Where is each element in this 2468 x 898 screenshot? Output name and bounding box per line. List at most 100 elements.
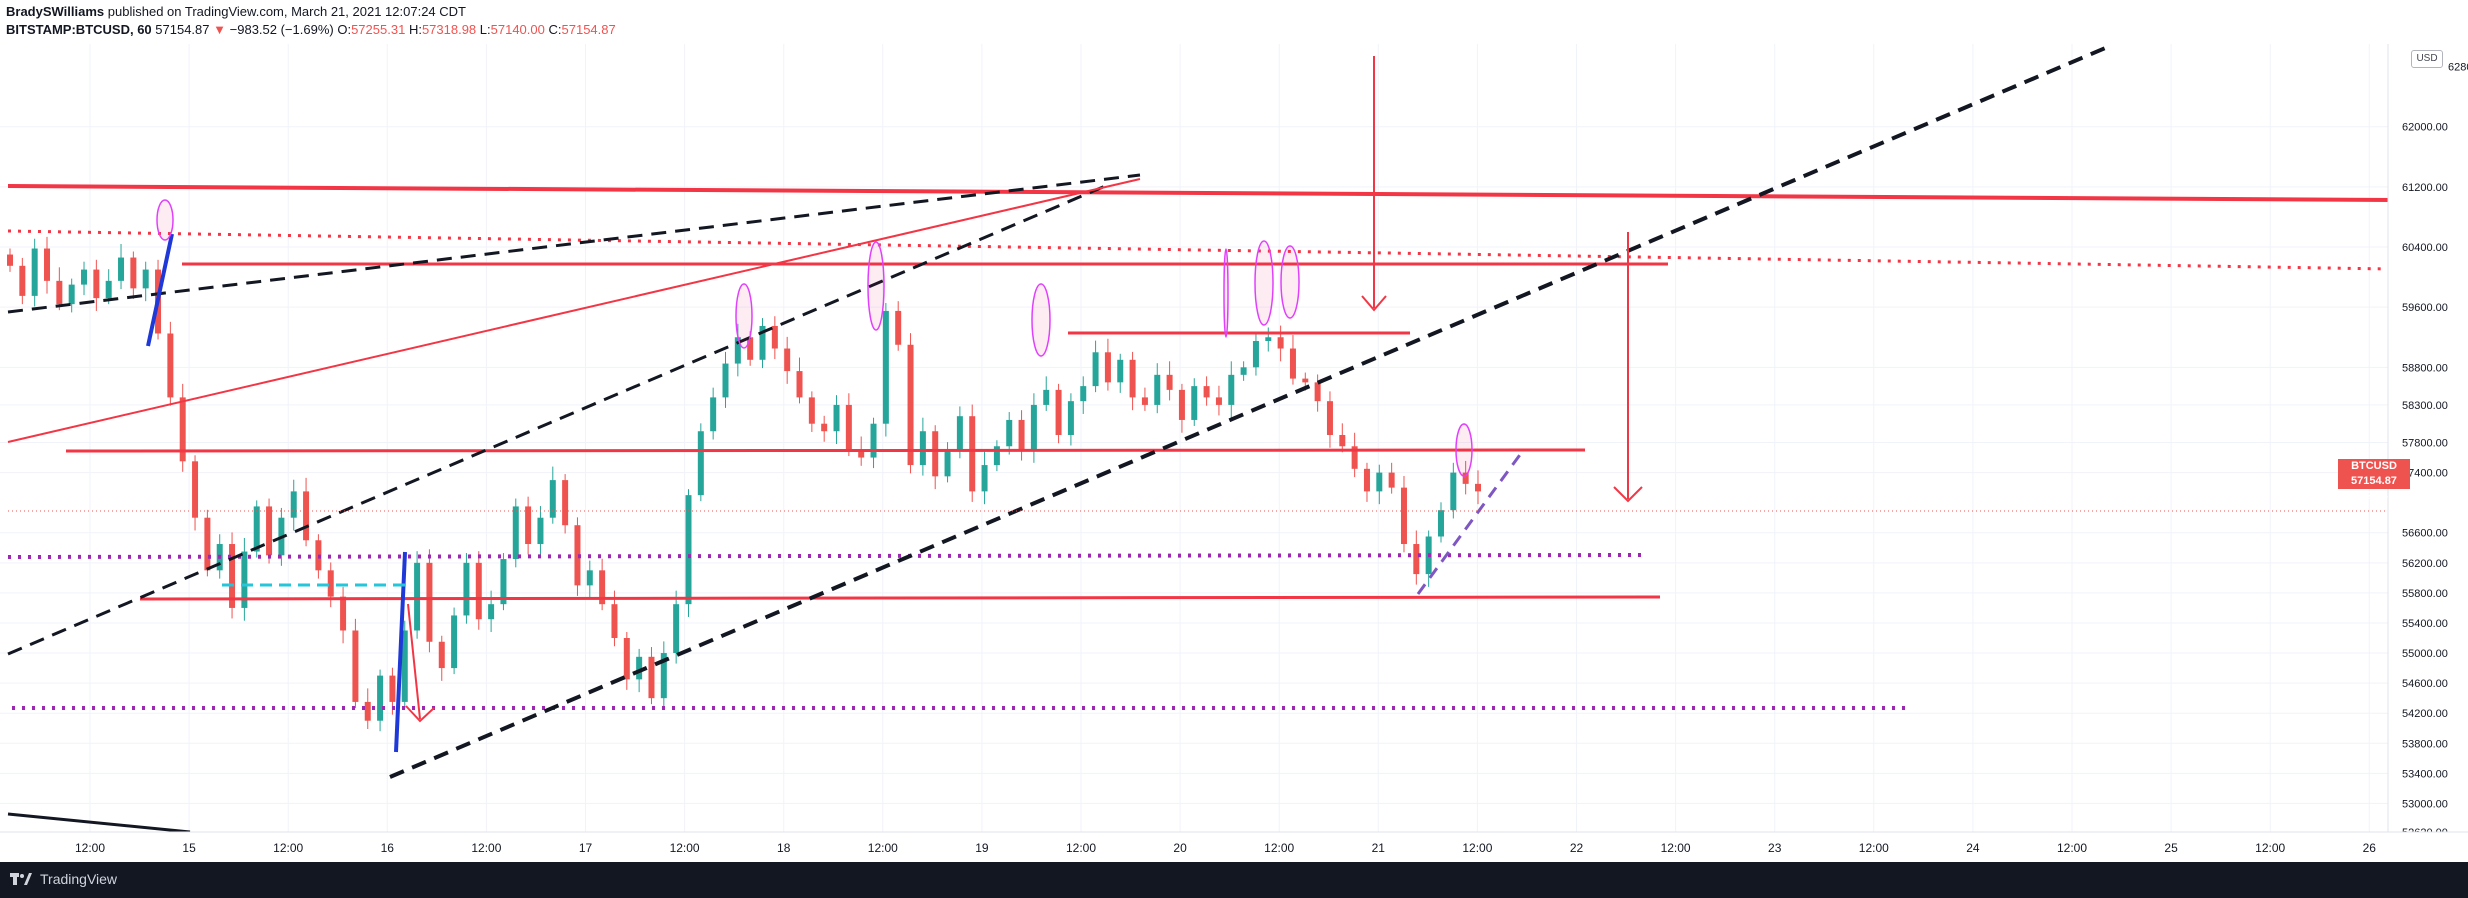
arrow-down-3-shaft[interactable] — [407, 603, 421, 720]
highlight-ellipse[interactable] — [1031, 283, 1051, 357]
candle-body — [882, 310, 889, 424]
candle-body — [1067, 401, 1074, 435]
time-tick-label: 22 — [1570, 841, 1584, 855]
candle-body — [118, 257, 125, 281]
price-tick-label: 53000.00 — [2402, 798, 2448, 810]
price-tick-label: 60400.00 — [2402, 242, 2448, 254]
drawing-annotations — [7, 44, 2393, 834]
highlight-ellipse[interactable] — [1455, 423, 1473, 477]
candle-body — [1178, 389, 1185, 420]
time-tick-label: 12:00 — [273, 841, 303, 855]
brand-label: TradingView — [40, 871, 118, 887]
time-tick-label: 19 — [975, 841, 989, 855]
price-axis-area[interactable] — [2388, 44, 2468, 862]
candle-body — [1462, 472, 1469, 484]
open-value: 57255.31 — [351, 22, 406, 37]
candle-body — [895, 310, 902, 345]
support-line-55500[interactable] — [139, 595, 1661, 601]
time-tick-label: 17 — [579, 841, 593, 855]
candle-body — [1475, 483, 1481, 492]
candle-body — [44, 248, 51, 281]
tradingview-logo-icon — [10, 873, 32, 885]
highlight-ellipse[interactable] — [1280, 245, 1300, 319]
dotted-resistance-line[interactable] — [7, 229, 2391, 271]
price-tick-label: 57800.00 — [2402, 438, 2448, 450]
dashed-trendline-mid[interactable] — [7, 182, 1111, 656]
candle-body — [192, 461, 199, 518]
price-tick-label: 54200.00 — [2402, 708, 2448, 720]
price-tick-label: 56200.00 — [2402, 558, 2448, 570]
candle-body — [710, 397, 717, 432]
candle-body — [919, 431, 926, 466]
highlight-ellipse[interactable] — [867, 241, 885, 331]
blue-impulse-line-1[interactable] — [146, 233, 174, 347]
candle-body — [1055, 389, 1062, 435]
candle-body — [944, 450, 951, 477]
highlight-ellipse[interactable] — [156, 199, 174, 241]
solid-black-line[interactable] — [7, 812, 191, 834]
candle-body — [956, 416, 963, 451]
candle-body — [1129, 359, 1136, 398]
price-tick-label: 62000.00 — [2402, 122, 2448, 134]
candle-body — [142, 269, 149, 289]
time-tick-label: 20 — [1173, 841, 1187, 855]
candle-body — [31, 248, 38, 296]
tradingview-brand[interactable]: TradingView — [10, 871, 117, 887]
candle-body — [1388, 472, 1395, 488]
time-axis-area[interactable] — [0, 832, 2468, 862]
candle-body — [377, 675, 384, 721]
symbol-name[interactable]: BITSTAMP:BTCUSD, 60 — [6, 22, 152, 37]
time-tick-label: 25 — [2164, 841, 2178, 855]
candle-body — [7, 254, 13, 266]
price-chart[interactable]: 62000.00 61200.00 60400.00 59600.00 58800.00… — [0, 44, 2468, 862]
purple-dashed-trendline[interactable] — [1416, 451, 1524, 595]
candle-body — [167, 333, 174, 398]
candle-body — [389, 675, 396, 702]
candle-body — [1104, 352, 1111, 383]
candle-body — [1437, 510, 1444, 537]
candle-body — [771, 325, 778, 349]
price-tag-price: 57154.87 — [2351, 475, 2397, 487]
candle-body — [1043, 389, 1050, 405]
time-tick-label: 12:00 — [2255, 841, 2285, 855]
down-triangle-icon: ▼ — [213, 22, 227, 37]
time-tick-label: 12:00 — [868, 841, 898, 855]
candle-body — [734, 337, 741, 364]
candle-body — [833, 404, 840, 432]
current-price-tag: BTCUSD 57154.87 52:38 — [2338, 459, 2410, 502]
highlight-ellipse[interactable] — [1223, 248, 1229, 338]
candle-body — [1080, 386, 1087, 402]
support-line-57400[interactable] — [65, 448, 1586, 453]
candle-body — [870, 423, 877, 458]
time-tick-label: 12:00 — [1859, 841, 1889, 855]
candle-body — [68, 284, 75, 305]
red-trendline[interactable] — [7, 178, 1141, 443]
candle-body — [1277, 337, 1284, 349]
candle-body — [796, 371, 803, 398]
dashed-trendline-upper[interactable] — [7, 173, 1141, 314]
price-tag-countdown: 52:38 — [2359, 490, 2389, 502]
candle-body — [1289, 348, 1296, 379]
candle-body — [1400, 487, 1407, 545]
open-label: O: — [337, 22, 352, 37]
candle-body — [1018, 419, 1025, 451]
purple-dotted-line-56000[interactable] — [7, 553, 1649, 559]
arrow-down-1-head — [1361, 295, 1387, 312]
candle-body — [1252, 341, 1259, 368]
candle-body — [327, 570, 334, 597]
candle-body — [993, 446, 1000, 466]
candle-body — [1117, 359, 1124, 383]
currency-badge[interactable]: USD — [2411, 50, 2443, 68]
candle-body — [611, 604, 618, 639]
candle-body — [722, 363, 729, 398]
candle-body — [784, 348, 791, 372]
arrow-down-2-head — [1613, 486, 1643, 503]
publisher-name[interactable]: BradySWilliams — [6, 4, 105, 19]
candle-body — [599, 570, 606, 605]
candle-body — [648, 656, 655, 699]
price-tick-label: 61200.00 — [2402, 182, 2448, 194]
highlight-ellipse[interactable] — [1254, 240, 1274, 326]
resistance-line-top[interactable] — [7, 184, 2393, 202]
highlight-ellipse[interactable] — [735, 283, 753, 349]
low-value: 57140.00 — [490, 22, 545, 37]
